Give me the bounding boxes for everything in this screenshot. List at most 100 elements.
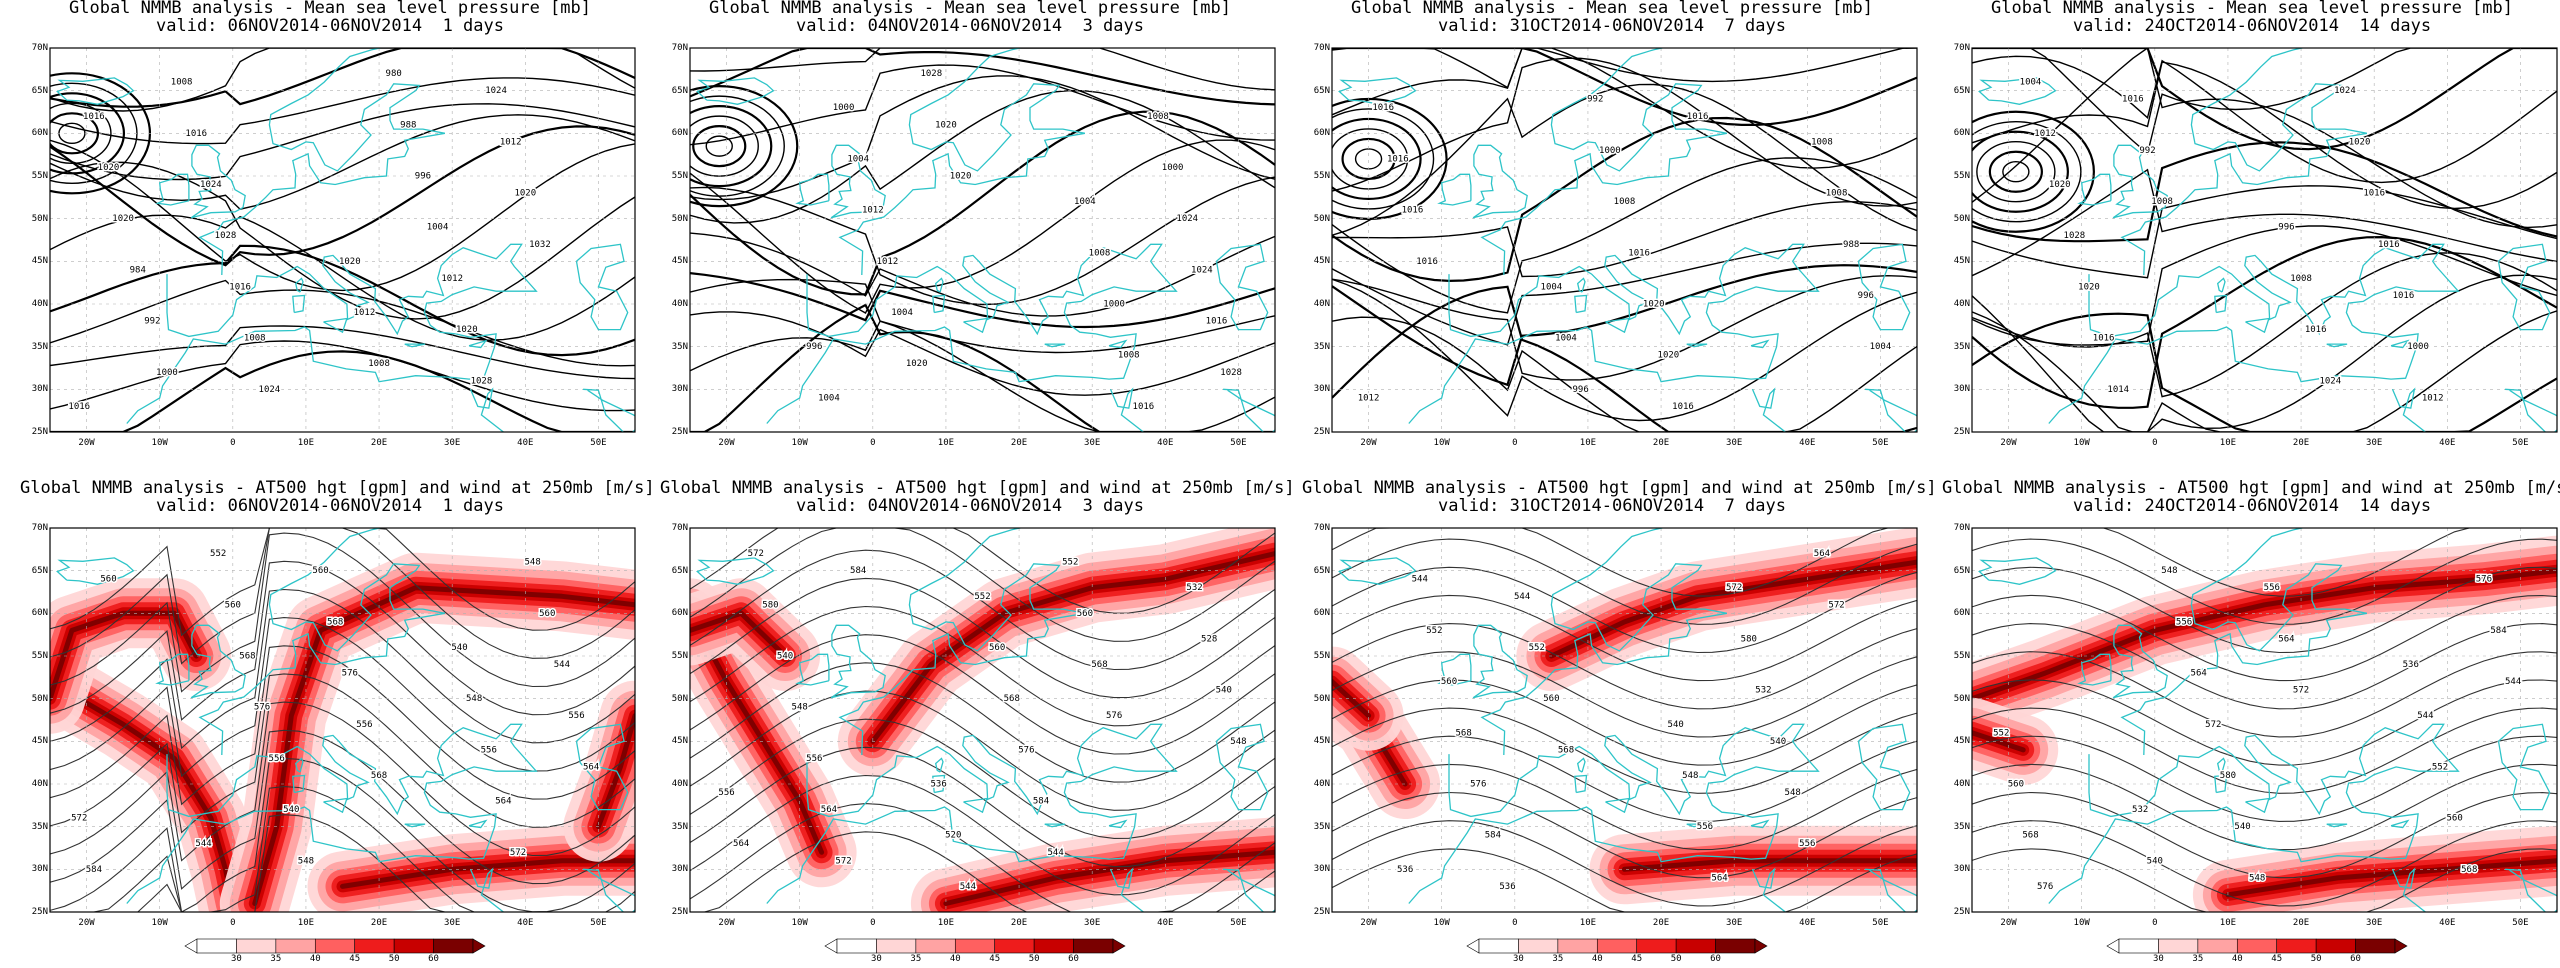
coastline [323,317,348,334]
panel-title: Global NMMB analysis - AT500 hgt [gpm] a… [660,480,1295,520]
lat-tick-label: 55N [1313,651,1330,661]
contour-label: 548 [298,856,314,866]
contour-label: 1020 [514,189,536,199]
contour-label: 1016 [2378,240,2400,250]
coastline [2391,387,2426,432]
lat-tick-label: 50N [31,213,48,224]
colorbar-tick-label: 30 [871,954,882,964]
coastline [2048,723,2460,904]
coastline [2390,339,2410,349]
map-canvas: 996 1004 1008 1012 1016 1020 1024 1028 1024 1020 1… [1971,47,2558,433]
contour-label: 1004 [427,223,449,233]
lat-tick-label: 70N [1953,523,1970,533]
lon-tick-label: 10E [2219,438,2237,448]
contour-label: 540 [1770,737,1786,747]
coastline [404,343,426,348]
coastline [1750,339,1770,349]
lat-tick-label: 35N [1313,821,1330,832]
panel-title-text: Global NMMB analysis - Mean sea level pr… [69,0,591,18]
contour-label: 564 [2278,634,2294,644]
contour-label: 544 [2505,677,2521,687]
contour-label: 540 [1216,686,1232,696]
contour-label: 572 [1726,583,1742,593]
lon-tick-label: 40E [517,438,534,448]
colorbar-tick-label: 60 [1068,954,1079,964]
colorbar-tick-label: 60 [428,954,439,964]
contour-label: 1012 [441,274,463,284]
contour-label: 544 [2417,711,2433,721]
contour-label: 1024 [1191,265,1213,275]
panel-title-text: Global NMMB analysis - AT500 hgt [gpm] a… [1942,478,2560,498]
lon-tick-label: 0 [1512,918,1518,928]
contour-label: 1008 [244,334,266,344]
lat-tick-label: 25N [1313,427,1330,437]
contour-label: 560 [989,643,1005,653]
lat-tick-label: 45N [671,736,688,747]
contour-label: 528 [1201,634,1217,644]
contour-label: 548 [524,558,540,568]
colorbar-tick-label: 35 [270,954,282,964]
map-canvas: 532 536 540 544 548 552 556 560 564 568 572 576 580 5… [1971,527,2558,913]
panel-valid-text: valid: 24OCT2014-06NOV2014 14 days [2072,496,2432,516]
colorbar-tick-label: 50 [2310,954,2322,964]
lat-tick-label: 25N [1313,907,1330,917]
contour-label: 992 [2139,146,2155,156]
contour-label: 1020 [112,214,134,224]
lon-tick-label: 20W [2000,438,2017,448]
lat-tick-label: 70N [31,523,48,533]
wind-colorbar: 30 35 40 45 50 60 [795,938,1155,968]
lat-tick-label: 40N [671,299,688,309]
contour-label: 1016 [1402,206,1424,216]
coastline [1338,77,1417,105]
colorbar-tick-label: 50 [388,954,400,964]
lon-tick-label: 20W [1360,438,1377,448]
contour-label: 1020 [1658,351,1680,361]
map-canvas: 540 544 548 552 556 560 564 568 572 576 548 556 560 5… [49,527,636,913]
wind-colorbar: 30 35 40 45 50 60 [155,938,515,968]
coastline [292,774,306,794]
contour-label: 560 [100,575,116,585]
lat-tick-label: 65N [31,565,48,576]
coastline [404,823,426,828]
colorbar-tick-label: 40 [309,954,321,964]
coastline [1686,343,1708,348]
lon-tick-label: 10W [2073,438,2090,448]
lat-tick-label: 65N [1953,85,1970,96]
contour-label: 556 [2264,583,2280,593]
contour-label: 556 [568,711,584,721]
contour-label: 536 [1499,882,1515,892]
lat-tick-label: 50N [1313,213,1330,224]
coastline [932,294,946,314]
contour-label: 552 [1529,643,1545,653]
contour-label: 552 [2432,762,2448,772]
lon-tick-label: 20W [2000,918,2017,928]
lat-tick-label: 40N [671,779,688,789]
coastline [2391,867,2426,912]
contour-label: 540 [283,805,299,815]
coastline [932,774,946,794]
lat-tick-label: 25N [31,907,48,917]
lon-tick-label: 30E [1726,438,1743,448]
lat-tick-label: 60N [1953,608,1970,619]
contour-label: 1008 [368,359,390,369]
contour-label: 568 [2022,831,2038,841]
lon-tick-label: 10E [2219,918,2237,928]
contour-label: 996 [2278,223,2294,233]
contour-label: 1008 [1811,137,1833,147]
colorbar-tick-label: 50 [1028,954,1040,964]
lat-tick-label: 60N [1953,128,1970,139]
coastline [2112,144,2168,219]
contour-label: 1012 [2422,393,2444,403]
panel-valid-text: valid: 31OCT2014-06NOV2014 7 days [1438,16,1786,36]
contour-label: 564 [1711,873,1727,883]
coastline [1576,277,1586,293]
contour-label: 556 [356,720,372,730]
lat-tick-label: 35N [1313,341,1330,352]
coastline [56,77,135,105]
contour-label: 532 [2132,805,2148,815]
coastline [2326,343,2348,348]
lat-tick-label: 40N [1313,299,1330,309]
panel-title-text: Global NMMB analysis - Mean sea level pr… [1991,0,2513,18]
contour-label: 992 [144,317,160,327]
contour-label: 580 [1741,634,1757,644]
